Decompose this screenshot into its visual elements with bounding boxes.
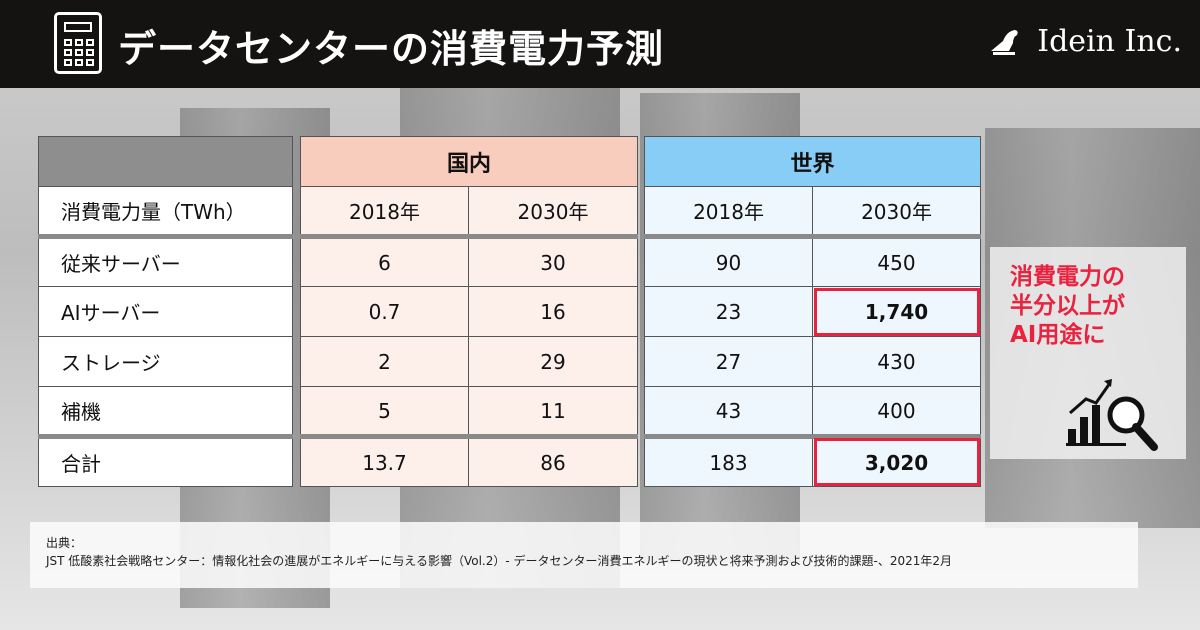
cell: 90: [644, 234, 814, 287]
cell: 43: [644, 386, 814, 437]
table-row: 従来サーバー 6 30 90 450: [38, 234, 982, 287]
cell: 430: [812, 336, 982, 387]
chart-magnifier-icon: [1066, 379, 1158, 451]
group-header-domestic: 国内: [299, 136, 639, 187]
year-header: 2030年: [467, 186, 639, 237]
row-label: 従来サーバー: [38, 234, 293, 287]
cell: 0.7: [300, 286, 469, 337]
callout-box: 消費電力の 半分以上が AI用途に: [990, 247, 1186, 459]
highlighted-cell: 1,740: [812, 286, 982, 337]
callout-line: AI用途に: [1010, 322, 1106, 348]
cell: 2: [300, 336, 469, 387]
cell: 450: [812, 234, 982, 287]
table-row-total: 合計 13.7 86 183 3,020: [38, 434, 982, 487]
table-row: ストレージ 2 29 27 430: [38, 336, 982, 387]
group-header-world: 世界: [644, 136, 982, 187]
year-header: 2018年: [300, 186, 469, 237]
cell: 30: [467, 234, 639, 287]
company-logo: Idein Inc.: [989, 24, 1182, 59]
year-header: 2030年: [812, 186, 982, 237]
year-header: 2018年: [644, 186, 814, 237]
highlighted-cell: 3,020: [812, 434, 982, 487]
cell: 16: [467, 286, 639, 337]
calculator-icon: [54, 12, 102, 74]
table-row: AIサーバー 0.7 16 23 1,740: [38, 286, 982, 337]
row-label: ストレージ: [38, 336, 293, 387]
cell: 13.7: [300, 434, 469, 487]
cell: 183: [644, 434, 814, 487]
cell: 29: [467, 336, 639, 387]
data-table: 国内 世界 消費電力量（TWh） 2018年 2030年 2018年 2030年…: [38, 136, 982, 487]
row-label: 合計: [38, 434, 293, 487]
cell: 23: [644, 286, 814, 337]
row-label: AIサーバー: [38, 286, 293, 337]
bird-logo-icon: [991, 29, 1018, 55]
cell: 11: [467, 386, 639, 437]
callout-line: 消費電力の: [1010, 264, 1125, 290]
company-name: Idein Inc.: [1037, 24, 1182, 59]
page-title: データセンターの消費電力予測: [118, 27, 665, 71]
table-row: 補機 5 11 43 400: [38, 386, 982, 437]
corner-cell: [38, 136, 293, 187]
source-label: 出典：: [46, 536, 83, 550]
row-label: 補機: [38, 386, 293, 437]
header-bar: データセンターの消費電力予測 Idein Inc.: [0, 0, 1200, 88]
cell: 27: [644, 336, 814, 387]
cell: 86: [467, 434, 639, 487]
cell: 400: [812, 386, 982, 437]
source-text: JST 低酸素社会戦略センター：情報化社会の進展がエネルギーに与える影響（Vol…: [46, 554, 952, 568]
cell: 6: [300, 234, 469, 287]
unit-label: 消費電力量（TWh）: [38, 186, 293, 237]
cell: 5: [300, 386, 469, 437]
source-note: 出典： JST 低酸素社会戦略センター：情報化社会の進展がエネルギーに与える影響…: [30, 522, 1138, 588]
callout-line: 半分以上が: [1010, 293, 1125, 319]
